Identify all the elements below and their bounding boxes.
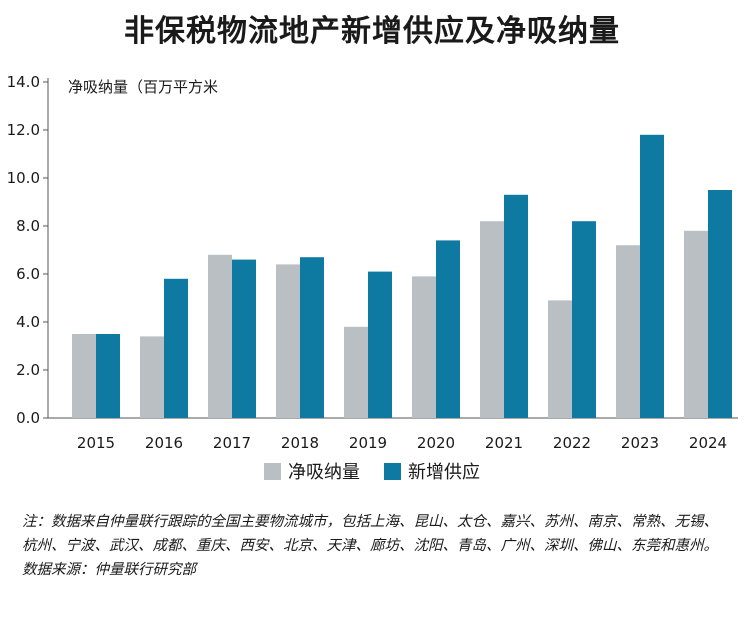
legend-label: 新增供应 xyxy=(408,462,480,483)
bar-net-absorption-2024 xyxy=(684,230,708,418)
bar-net-absorption-2021 xyxy=(480,221,504,418)
bar-net-absorption-2023 xyxy=(616,245,640,418)
bar-net-absorption-2015 xyxy=(72,334,96,418)
y-tick-label: 8.0 xyxy=(16,217,40,235)
x-tick-label: 2024 xyxy=(689,434,727,452)
source-text: 数据来源：仲量联行研究部 xyxy=(22,562,196,578)
footnote-text: 注：数据来自仲量联行跟踪的全国主要物流城市，包括上海、昆山、太仓、嘉兴、苏州、南… xyxy=(22,514,718,554)
y-tick-label: 14.0 xyxy=(7,73,40,91)
legend-label: 净吸纳量 xyxy=(288,462,360,483)
y-axis-label: 净吸纳量（百万平方米 xyxy=(68,78,218,96)
legend-swatch-net-absorption xyxy=(264,463,281,480)
chart-title: 非保税物流地产新增供应及净吸纳量 xyxy=(124,14,620,49)
chart-footnote: 注：数据来自仲量联行跟踪的全国主要物流城市，包括上海、昆山、太仓、嘉兴、苏州、南… xyxy=(22,510,722,582)
bar-new-supply-2023 xyxy=(640,134,664,419)
y-tick-label: 12.0 xyxy=(7,121,40,139)
x-tick-label: 2019 xyxy=(349,434,387,452)
y-tick-label: 0.0 xyxy=(16,409,40,427)
x-tick-label: 2022 xyxy=(553,434,591,452)
x-tick-label: 2020 xyxy=(417,434,455,452)
x-tick-label: 2021 xyxy=(485,434,523,452)
x-tick-label: 2015 xyxy=(77,434,115,452)
x-tick-label: 2018 xyxy=(281,434,319,452)
legend-swatch-new-supply xyxy=(384,463,401,480)
y-tick-label: 10.0 xyxy=(7,169,40,187)
bar-new-supply-2021 xyxy=(504,194,528,418)
bar-net-absorption-2022 xyxy=(548,300,572,418)
y-tick-label: 2.0 xyxy=(16,361,40,379)
bar-net-absorption-2018 xyxy=(276,264,300,418)
bar-new-supply-2017 xyxy=(232,259,256,418)
bar-new-supply-2024 xyxy=(708,190,732,418)
bar-new-supply-2019 xyxy=(368,271,392,418)
bar-new-supply-2022 xyxy=(572,221,596,418)
bar-new-supply-2020 xyxy=(436,240,460,418)
bar-net-absorption-2020 xyxy=(412,276,436,418)
bar-net-absorption-2016 xyxy=(140,336,164,418)
x-tick-label: 2017 xyxy=(213,434,251,452)
y-tick-label: 4.0 xyxy=(16,313,40,331)
x-tick-label: 2023 xyxy=(621,434,659,452)
x-tick-label: 2016 xyxy=(145,434,183,452)
bar-new-supply-2018 xyxy=(300,257,324,418)
bar-net-absorption-2019 xyxy=(344,326,368,418)
bar-net-absorption-2017 xyxy=(208,254,232,418)
bar-chart: 0.0 2.0 4.0 6.0 8.0 10.0 12.0 14.0 净吸纳量（百万平方米 201… xyxy=(7,73,738,483)
bar-new-supply-2015 xyxy=(96,334,120,418)
bar-new-supply-2016 xyxy=(164,278,188,418)
y-tick-label: 6.0 xyxy=(16,265,40,283)
